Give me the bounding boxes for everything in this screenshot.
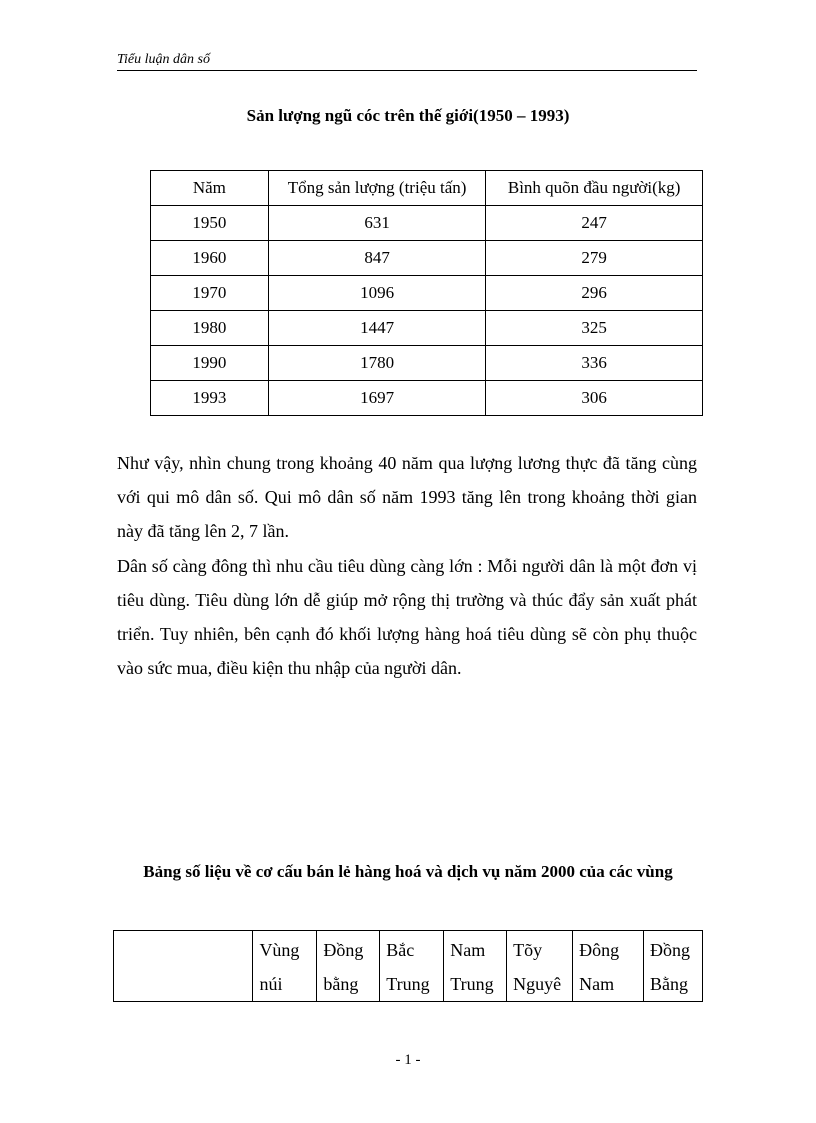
table-header-cell: Đồng bằng [316, 930, 381, 1002]
table-header-cell: Nam Trung [443, 930, 508, 1002]
paragraph: Dân số càng đông thì nhu cầu tiêu dùng c… [117, 555, 697, 679]
table-header-cell: Đông Nam [572, 930, 644, 1002]
paragraph: Như vậy, nhìn chung trong khoảng 40 năm … [117, 453, 697, 542]
table-row: 1993 1697 306 [150, 380, 703, 416]
table-cell: 336 [485, 345, 703, 381]
table-cell: Bình quõn đầu người(kg) [485, 170, 703, 206]
table-cell: 247 [485, 205, 703, 241]
retail-structure-table: Vùng núi Đồng bằng Bắc Trung Nam Trung Tõy N… [112, 930, 703, 1002]
table-cell: 279 [485, 240, 703, 276]
table-row: 1970 1096 296 [150, 275, 703, 311]
table-cell: 1950 [150, 205, 269, 241]
table-header-cell: Tõy Nguyê [506, 930, 574, 1002]
body-text: Như vậy, nhìn chung trong khoảng 40 năm … [117, 446, 697, 685]
table-cell: 1697 [267, 380, 487, 416]
table-row: 1980 1447 325 [150, 310, 703, 346]
table-cell: 1990 [150, 345, 269, 381]
table-cell: 1980 [150, 310, 269, 346]
table-header-cell [112, 930, 254, 1002]
table-cell: Năm [150, 170, 269, 206]
page-number: - 1 - [395, 1052, 421, 1068]
table-cell: 325 [485, 310, 703, 346]
table-row: 1960 847 279 [150, 240, 703, 276]
table-cell: 1096 [267, 275, 487, 311]
table-cell: 1780 [267, 345, 487, 381]
table-cell: 1970 [150, 275, 269, 311]
table-cell: 847 [267, 240, 487, 276]
table-header-cell: Vùng núi [252, 930, 318, 1002]
running-header: Tiểu luận dân số [117, 52, 697, 71]
grain-production-table: Năm Tổng sản lượng (triệu tấn) Bình quõn đ… [150, 170, 703, 416]
table-cell: 1960 [150, 240, 269, 276]
table-header-cell: Bắc Trung [379, 930, 445, 1002]
table-header-cell: Đồng Bằng [643, 930, 703, 1002]
table-cell: Tổng sản lượng (triệu tấn) [267, 170, 487, 206]
table-row: 1990 1780 336 [150, 345, 703, 381]
table-cell: 306 [485, 380, 703, 416]
table-header-row: Năm Tổng sản lượng (triệu tấn) Bình quõn đ… [150, 170, 703, 206]
table1-title: Sản lượng ngũ cóc trên thế giới(1950 – 1… [246, 106, 570, 125]
table2-title: Bảng số liệu về cơ cấu bán lẻ hàng hoá v… [143, 862, 673, 881]
table-row: 1950 631 247 [150, 205, 703, 241]
table-cell: 296 [485, 275, 703, 311]
table-header-row: Vùng núi Đồng bằng Bắc Trung Nam Trung Tõy N… [112, 930, 703, 1002]
table-cell: 1993 [150, 380, 269, 416]
table-cell: 1447 [267, 310, 487, 346]
table-cell: 631 [267, 205, 487, 241]
